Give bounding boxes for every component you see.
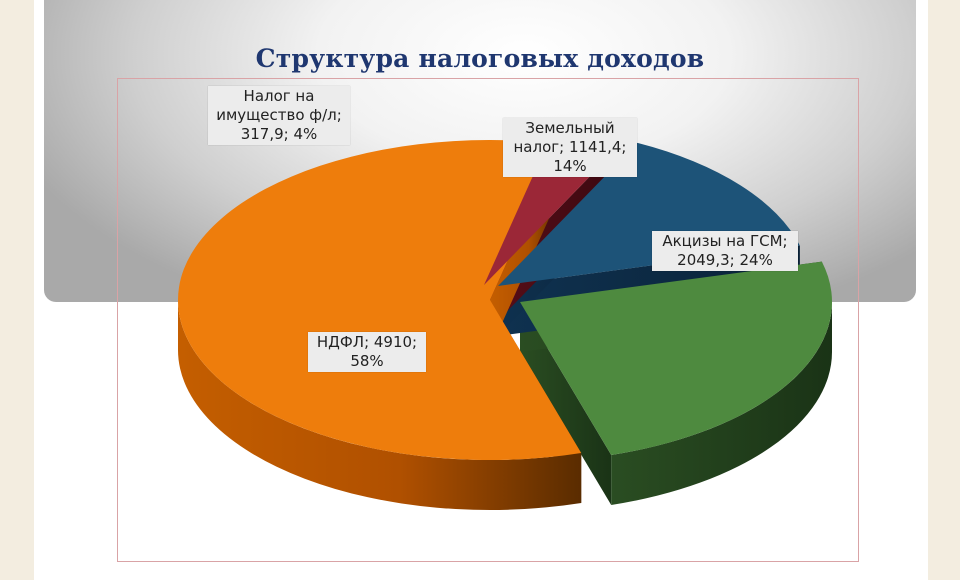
chart-title: Структура налоговых доходов: [255, 44, 705, 73]
slice-ndfl: [178, 140, 582, 460]
label-excise: Акцизы на ГСМ; 2049,3; 24%: [652, 231, 798, 271]
label-excise-line: 2049,3; 24%: [677, 251, 773, 269]
label-property-tax-line: Налог на: [243, 87, 315, 105]
label-property-tax-line: 317,9; 4%: [240, 125, 318, 143]
label-land-tax: Земельный налог; 1141,4; 14%: [503, 118, 637, 177]
slice-ndfl-side: [178, 300, 582, 510]
label-ndfl-line: НДФЛ; 4910;: [316, 333, 418, 351]
label-land-tax-line: 14%: [553, 157, 587, 175]
label-property-tax: Налог на имущество ф/л; 317,9; 4%: [208, 86, 350, 145]
slice-excise-side-cut: [520, 302, 612, 506]
label-land-tax-line: Земельный: [525, 119, 615, 137]
label-excise-line: Акцизы на ГСМ;: [662, 232, 788, 250]
slice-excise: [520, 261, 832, 456]
label-ndfl-line: 58%: [350, 352, 384, 370]
slice-excise-side: [611, 302, 832, 506]
label-property-tax-line: имущество ф/л;: [216, 106, 342, 124]
label-ndfl: НДФЛ; 4910; 58%: [308, 332, 426, 372]
chart-frame: [117, 78, 859, 562]
label-land-tax-line: налог; 1141,4;: [513, 138, 627, 156]
